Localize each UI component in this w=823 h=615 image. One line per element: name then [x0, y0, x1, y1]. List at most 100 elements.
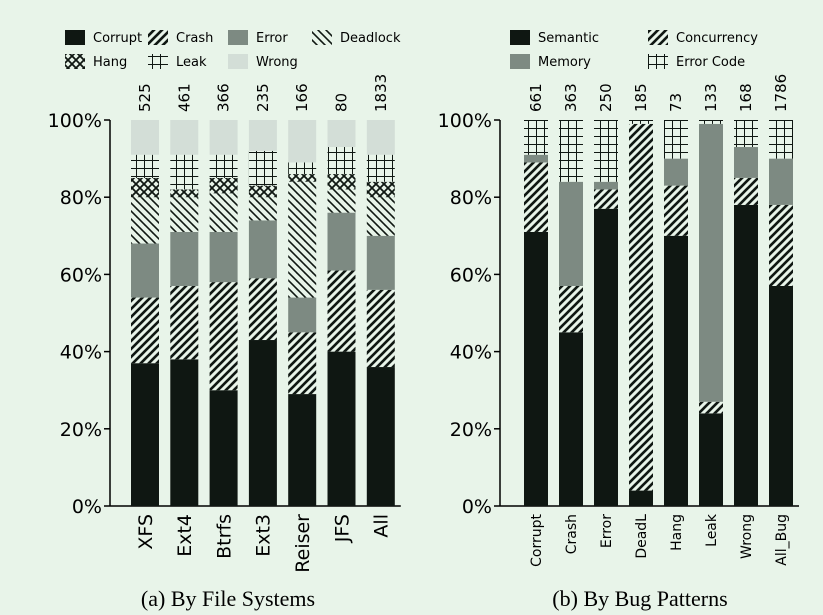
y-tick-label: 20%: [60, 419, 102, 441]
bar-segment: [248, 220, 277, 279]
bar-segment: [366, 235, 395, 290]
bar-segment: [170, 231, 199, 286]
total-label: 235: [254, 83, 272, 112]
bar-segment: [559, 332, 583, 506]
total-label: 73: [667, 93, 685, 112]
legend-label: Concurrency: [676, 31, 758, 46]
bar-segment: [288, 332, 317, 395]
x-tick-label: JFS: [331, 514, 353, 543]
y-tick-label: 60%: [450, 264, 492, 286]
y-tick-label: 80%: [60, 187, 102, 209]
legend-swatch: [648, 54, 668, 69]
legend-swatch: [148, 30, 168, 45]
x-tick-label: Corrupt: [529, 513, 545, 566]
bar-segment: [248, 197, 277, 221]
total-label: 525: [136, 83, 154, 112]
legend-label: Error Code: [676, 55, 745, 70]
x-tick-label: All_Bug: [774, 514, 790, 566]
bar-segment: [594, 120, 618, 182]
x-tick-label: All: [371, 514, 393, 538]
bar-segment: [699, 123, 723, 402]
bar-segment: [769, 120, 793, 159]
legend-swatch: [65, 30, 85, 45]
y-tick-label: 80%: [450, 187, 492, 209]
bar-segment: [559, 181, 583, 286]
y-tick-label: 100%: [48, 110, 102, 132]
bar-segment: [288, 181, 317, 298]
legend-swatch: [228, 54, 248, 69]
bar-segment: [594, 189, 618, 209]
legend-label: Crash: [176, 31, 213, 46]
y-tick-label: 40%: [60, 342, 102, 364]
bar-segment: [524, 162, 548, 232]
bar-segment: [327, 147, 356, 175]
x-tick-label: Wrong: [739, 514, 755, 559]
bar-segment: [327, 212, 356, 271]
bar-segment: [734, 204, 758, 507]
bar-segment: [769, 285, 793, 506]
total-label: 366: [215, 83, 233, 112]
bar-segment: [209, 177, 238, 194]
bar-segment: [288, 394, 317, 506]
bar-segment: [366, 181, 395, 198]
total-label: 461: [175, 83, 193, 112]
legend-label: Error: [256, 31, 288, 46]
total-label: 166: [293, 83, 311, 112]
bar-segment: [131, 177, 159, 198]
bar-segment: [170, 189, 199, 198]
bar-segment: [366, 367, 395, 506]
legend-swatch: [228, 30, 248, 45]
bar-segment: [524, 154, 548, 163]
bar-segment: [524, 231, 548, 506]
bar-segment: [131, 120, 159, 155]
bar-segment: [248, 120, 277, 151]
bar-segment: [664, 158, 688, 186]
x-tick-label: Ext3: [253, 514, 275, 557]
bar-segment: [664, 185, 688, 236]
bar-segment: [248, 278, 277, 341]
bar-segment: [131, 297, 159, 364]
legend-label: Wrong: [256, 55, 298, 70]
bar-segment: [734, 177, 758, 205]
bar-segment: [594, 181, 618, 190]
bar-segment: [209, 193, 238, 232]
bar-segment: [559, 120, 583, 182]
x-tick-label: Error: [599, 514, 615, 548]
bar-segment: [170, 197, 199, 232]
bar-segment: [327, 270, 356, 352]
bar-segment: [209, 390, 238, 506]
bar-segment: [131, 197, 159, 244]
x-tick-label: Hang: [669, 514, 685, 551]
y-tick-label: 60%: [60, 264, 102, 286]
bar-segment: [699, 401, 723, 414]
total-label: 168: [737, 83, 755, 112]
bar-segment: [209, 120, 238, 155]
y-tick-label: 0%: [72, 496, 102, 518]
bar-segment: [366, 197, 395, 236]
bar-segment: [524, 120, 548, 155]
legend-swatch: [148, 54, 168, 69]
bar-segment: [288, 174, 317, 182]
bar-segment: [594, 208, 618, 506]
x-tick-label: Btrfs: [213, 514, 235, 559]
bar-segment: [170, 154, 199, 190]
bar-segment: [366, 289, 395, 368]
bar-segment: [366, 154, 395, 182]
chart-caption: (b) By Bug Patterns: [552, 586, 727, 611]
bar-segment: [629, 120, 653, 124]
bar-segment: [248, 150, 277, 186]
bar-segment: [327, 174, 356, 190]
legend-label: Hang: [93, 55, 127, 70]
bar-segment: [327, 351, 356, 506]
x-tick-label: Ext4: [174, 514, 196, 557]
bar-segment: [327, 120, 356, 148]
bar-segment: [170, 120, 199, 155]
total-label: 80: [333, 93, 351, 112]
legend-swatch: [648, 30, 668, 45]
bar-segment: [769, 158, 793, 205]
bar-segment: [288, 162, 317, 175]
bar-segment: [288, 297, 317, 333]
bar-segment: [248, 340, 277, 506]
legend-swatch: [510, 54, 530, 69]
legend-label: Leak: [176, 55, 207, 70]
